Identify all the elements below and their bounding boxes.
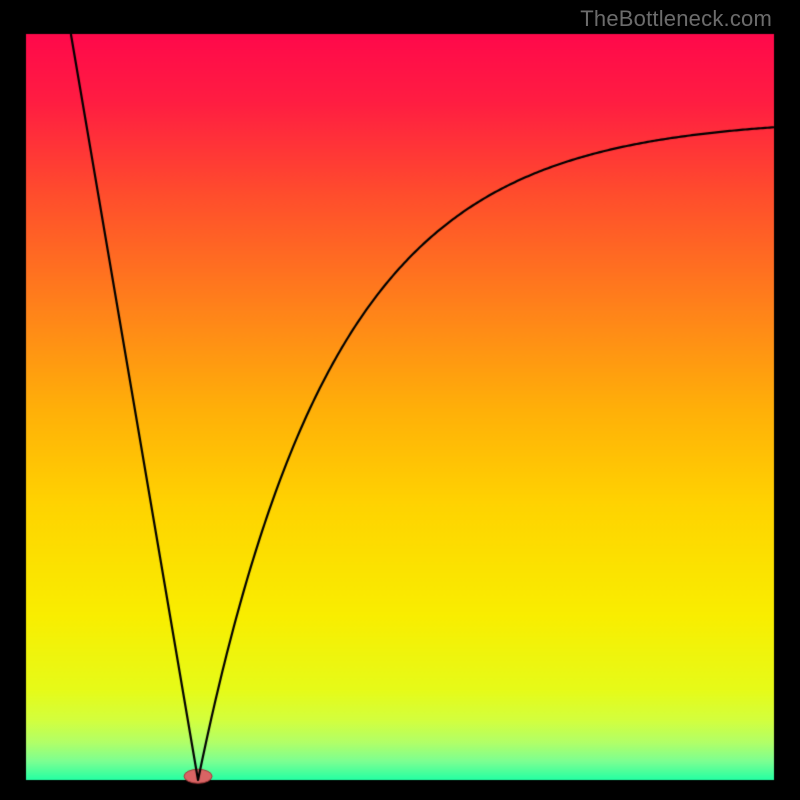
watermark-text: TheBottleneck.com (580, 6, 772, 32)
bottleneck-chart-canvas (0, 0, 800, 800)
chart-container: TheBottleneck.com (0, 0, 800, 800)
